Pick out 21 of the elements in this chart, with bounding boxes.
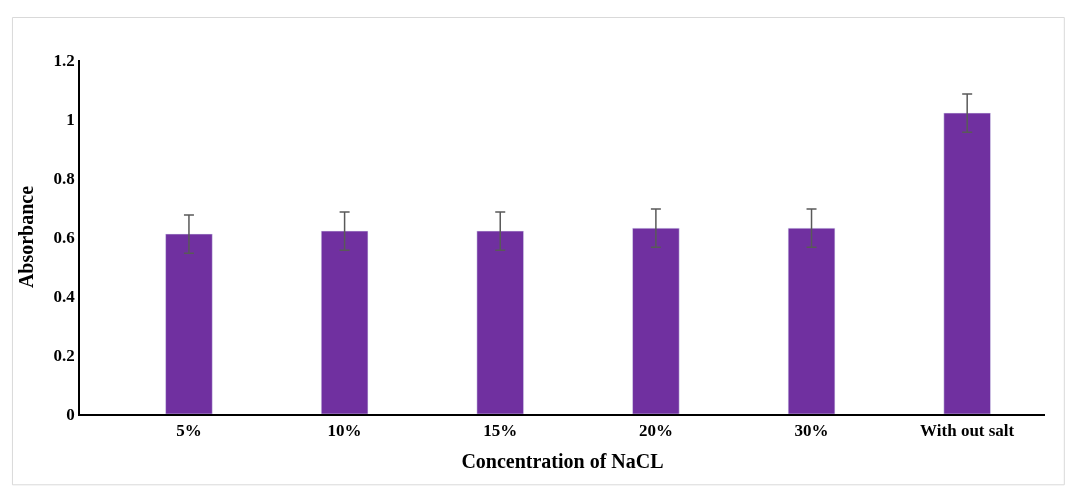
y-tick-label: 0.4 <box>53 286 76 306</box>
bar <box>165 233 213 414</box>
x-tick-label: 30% <box>794 421 829 441</box>
y-axis-title: Absorbance <box>14 185 37 289</box>
x-tick-label: 10% <box>327 421 362 441</box>
bar <box>321 230 369 414</box>
bar <box>787 227 836 414</box>
y-tick-label: 0.2 <box>53 345 75 365</box>
bar <box>476 230 524 414</box>
bar <box>943 112 991 414</box>
x-tick-label: With out salt <box>920 421 1015 441</box>
y-tick-label: 0 <box>66 404 75 424</box>
bar <box>632 227 680 414</box>
y-tick-label: 0.8 <box>53 168 75 188</box>
x-tick-label: 15% <box>483 421 518 441</box>
x-axis-title: Concentration of NaCL <box>461 450 664 473</box>
y-tick-label: 0.6 <box>53 227 75 247</box>
x-tick-label: 5% <box>176 421 202 441</box>
y-tick-label: 1.2 <box>53 50 75 70</box>
y-tick-label: 1 <box>66 109 75 129</box>
x-tick-label: 20% <box>638 421 673 441</box>
